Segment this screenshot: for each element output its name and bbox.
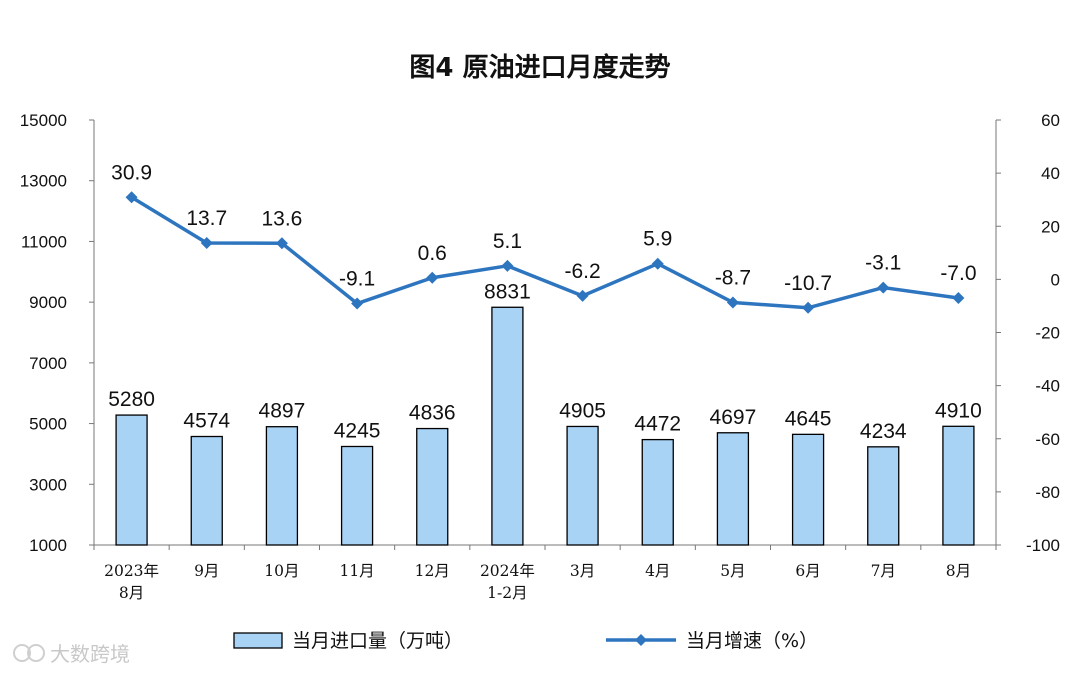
line-data-label: 5.9 (643, 228, 672, 251)
right-tick-label: -100 (1026, 536, 1060, 555)
growth-line (130, 195, 959, 310)
bar-data-label: 5280 (108, 388, 155, 411)
left-tick-label: 5000 (29, 415, 67, 434)
x-tick-label: 4月 (645, 562, 670, 580)
x-tick-label: 9月 (194, 562, 219, 580)
right-tick-label: -60 (1035, 430, 1060, 449)
line-point (275, 237, 288, 250)
legend: 当月进口量（万吨） 当月增速（%） (233, 630, 818, 652)
left-tick-label: 11000 (21, 232, 67, 251)
line-data-label: -3.1 (865, 252, 901, 275)
line-point (651, 257, 664, 270)
right-tick-label: 20 (1041, 217, 1060, 236)
bar-series (115, 306, 975, 546)
bar (190, 435, 223, 546)
bar-data-label: 4910 (935, 399, 982, 422)
line-point (576, 289, 589, 302)
bar (942, 425, 975, 546)
watermark-logo-icon (27, 644, 45, 662)
right-tick-label: -40 (1035, 377, 1060, 396)
line-data-label: 0.6 (418, 242, 447, 265)
bar (340, 445, 374, 546)
bar-data-label: 4234 (860, 420, 907, 443)
left-tick-label: 13000 (20, 172, 67, 191)
line-point (426, 271, 439, 284)
line-point (200, 236, 213, 249)
watermark-logo-icon (13, 644, 31, 662)
line-data-label: 13.6 (261, 207, 302, 230)
x-tick-label: 8月 (119, 584, 144, 602)
bar (115, 414, 148, 546)
bar-data-label: 4645 (785, 407, 832, 430)
bar-data-label: 4472 (634, 413, 681, 436)
x-tick-label: 3月 (570, 562, 595, 580)
x-tick-label: 2023年 (104, 562, 159, 580)
legend-bar-swatch (233, 632, 283, 649)
bar (491, 306, 524, 546)
legend-line-label: 当月增速（%） (686, 630, 818, 652)
left-tick-label: 7000 (29, 354, 67, 373)
line-data-label: -6.2 (564, 260, 600, 283)
line-point (726, 296, 739, 309)
bar-data-label: 4697 (710, 406, 757, 429)
left-tick-label: 3000 (29, 475, 67, 494)
bar-data-label: 4897 (259, 400, 306, 423)
line-point (125, 191, 138, 204)
line-data-label: -7.0 (940, 262, 976, 285)
bar-data-label: 8831 (484, 280, 531, 303)
bar-data-label: 4574 (183, 410, 230, 433)
chart-title: 图4 原油进口月度走势 (409, 52, 670, 83)
line-point (501, 259, 514, 272)
right-tick-label: -20 (1035, 324, 1060, 343)
x-tick-label: 7月 (871, 562, 896, 580)
bar (867, 446, 900, 546)
line-data-label: 5.1 (493, 230, 522, 253)
x-tick-label: 5月 (720, 562, 745, 580)
line-series (125, 191, 965, 314)
data-labels: 5280 4574 4897 4245 4836 8831 4905 4472 4697 4645… (108, 161, 982, 443)
x-tick-label: 12月 (415, 562, 450, 580)
line-data-label: -9.1 (339, 268, 375, 291)
bar-data-label: 4905 (559, 399, 606, 422)
x-tick-label: 6月 (795, 562, 820, 580)
left-tick-label: 9000 (29, 293, 67, 312)
legend-line-marker (635, 634, 647, 646)
bar (416, 427, 449, 546)
bar-data-label: 4245 (334, 419, 381, 442)
watermark: 大数跨境 (13, 642, 130, 666)
axes: 1000 3000 5000 7000 9000 11000 13000 15000 -100 -… (20, 111, 1060, 602)
x-tick-label: 1-2月 (487, 584, 527, 602)
left-tick-label: 15000 (20, 111, 67, 130)
x-tick-label: 10月 (264, 562, 299, 580)
line-point (351, 297, 364, 310)
line-point (877, 281, 890, 294)
line-point (952, 291, 965, 304)
x-tick-label: 2024年 (480, 562, 535, 580)
right-tick-label: 60 (1041, 111, 1060, 130)
line-point (802, 301, 815, 314)
bar (566, 425, 599, 546)
bar (641, 438, 674, 546)
watermark-text: 大数跨境 (50, 642, 130, 666)
left-tick-label: 1000 (29, 536, 67, 555)
right-tick-label: 0 (1051, 270, 1060, 289)
bar (265, 426, 299, 546)
legend-bar-label: 当月进口量（万吨） (292, 630, 463, 652)
line-data-label: 30.9 (111, 161, 152, 184)
bar (791, 433, 825, 546)
x-tick-label: 8月 (946, 562, 971, 580)
right-tick-label: 40 (1041, 164, 1060, 183)
line-data-label: -8.7 (715, 266, 751, 289)
line-data-label: -10.7 (784, 272, 832, 295)
line-data-label: 13.7 (186, 207, 227, 230)
x-tick-label: 11月 (339, 562, 374, 580)
right-tick-label: -80 (1035, 483, 1060, 502)
bar (716, 432, 750, 546)
bar-data-label: 4836 (409, 402, 456, 425)
